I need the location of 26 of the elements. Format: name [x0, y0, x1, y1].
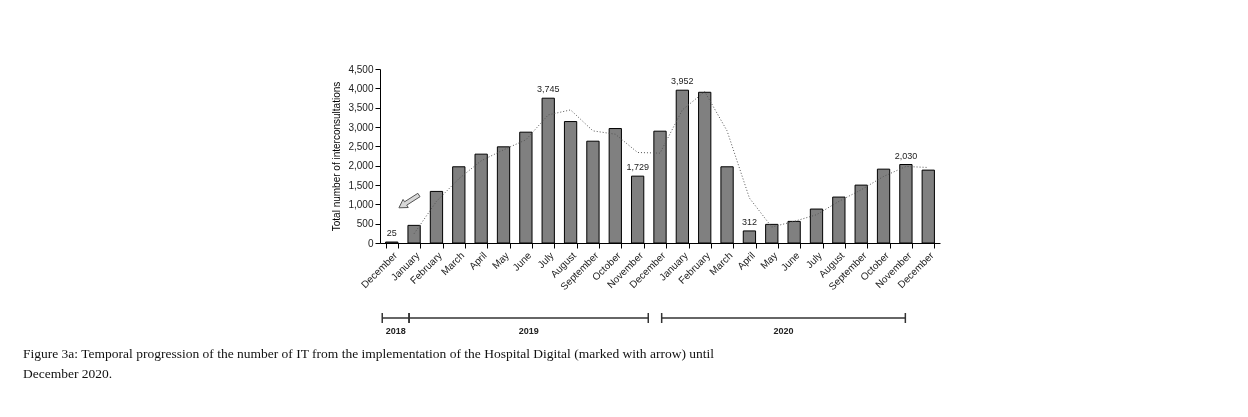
- x-tick-label: May: [758, 249, 780, 271]
- y-tick-label: 1,000: [348, 198, 374, 210]
- data-label: 25: [386, 228, 397, 239]
- data-label: 3,745: [536, 84, 560, 95]
- y-tick-label: 3,000: [348, 121, 374, 133]
- y-tick-label: 2,500: [348, 140, 374, 152]
- data-label: 312: [741, 216, 757, 227]
- caption: Figure 3a: Temporal progression of the number of IT from the implementation of the Hospital Digital (marked with arrow) until December 2020.: [23, 346, 715, 381]
- y-tick-label: 2,000: [348, 160, 374, 172]
- y-tick-label: 4,500: [348, 63, 374, 75]
- line-series: [413, 91, 929, 235]
- y-axis-title: Total number of interconsultations: [331, 81, 343, 232]
- y-tick-label: 1,500: [348, 179, 374, 191]
- data-label: 2,030: [894, 150, 918, 161]
- y-tick-label: 0: [367, 237, 374, 249]
- x-tick-label: July: [535, 249, 556, 271]
- y-tick-label: 3,500: [348, 102, 374, 114]
- y-tick-label: 4,000: [348, 82, 374, 94]
- y-tick-label: 500: [356, 218, 374, 230]
- text: 2020: [773, 326, 794, 336]
- data-label: 3,952: [671, 76, 694, 87]
- text: 2019: [518, 326, 539, 336]
- x-tick-label: July: [803, 249, 825, 271]
- x-tick-label: May: [489, 249, 512, 271]
- data-label: 1,729: [626, 162, 649, 173]
- text: 2018: [385, 326, 406, 336]
